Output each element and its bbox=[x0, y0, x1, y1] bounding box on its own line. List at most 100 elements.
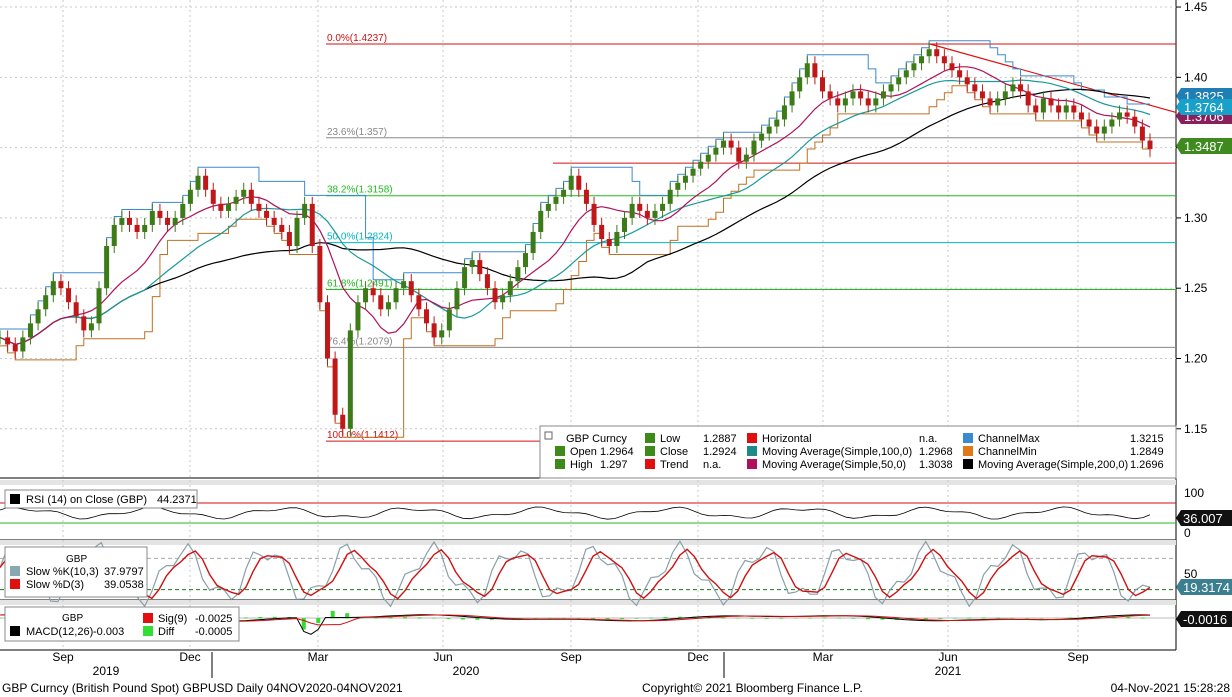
candle-body bbox=[759, 133, 765, 141]
candle-body bbox=[1109, 119, 1115, 127]
candle-body bbox=[203, 175, 209, 190]
price-badge-text: 1.3487 bbox=[1184, 139, 1224, 154]
candle-body bbox=[225, 203, 231, 211]
candle-body bbox=[644, 210, 650, 218]
candle-body bbox=[880, 91, 886, 99]
candle-body bbox=[324, 302, 330, 359]
x-tick-label: Jun bbox=[938, 650, 957, 664]
candle-body bbox=[218, 203, 224, 211]
candle-body bbox=[66, 288, 72, 303]
candle-body bbox=[774, 119, 780, 127]
candle-body bbox=[332, 358, 338, 415]
candle-body bbox=[271, 217, 277, 225]
candle-body bbox=[721, 140, 727, 148]
candle-body bbox=[393, 288, 399, 303]
macd-value: -0.003 bbox=[93, 626, 124, 638]
macd-diff-bar bbox=[923, 618, 928, 620]
legend-checkbox bbox=[544, 431, 553, 440]
legend-label: Trend bbox=[660, 459, 688, 471]
macd-diff-bar bbox=[1097, 616, 1102, 619]
candle-body bbox=[1132, 116, 1138, 127]
candle-body bbox=[865, 98, 871, 106]
macd-diff-bar bbox=[808, 617, 813, 619]
macd-label: MACD(12,26) bbox=[26, 626, 93, 638]
legend-label: High bbox=[570, 459, 593, 471]
candle-body bbox=[1010, 84, 1016, 92]
candle-body bbox=[439, 330, 445, 338]
year-label: 2019 bbox=[93, 664, 120, 678]
candle-body bbox=[660, 203, 666, 211]
macd-diff-bar bbox=[750, 618, 755, 619]
candle-body bbox=[104, 246, 110, 289]
candle-body bbox=[248, 189, 254, 204]
macd-diff-bar bbox=[634, 618, 639, 619]
candle-body bbox=[340, 414, 346, 429]
candle-body bbox=[553, 196, 559, 204]
candle-body bbox=[972, 84, 978, 92]
legend-value: 1.3215 bbox=[1130, 433, 1164, 445]
candle-body bbox=[187, 189, 193, 204]
legend-label: Horizontal bbox=[762, 433, 812, 445]
candle-body bbox=[599, 224, 605, 239]
candle-body bbox=[987, 98, 993, 106]
candle-body bbox=[949, 63, 955, 71]
stoch-k-value: 37.9797 bbox=[104, 566, 144, 578]
x-tick-label: Mar bbox=[813, 650, 834, 664]
candle-body bbox=[667, 189, 673, 204]
legend-value: n.a. bbox=[919, 433, 937, 445]
candle-body bbox=[896, 77, 902, 85]
stoch-badge: 19.3174 bbox=[1183, 580, 1230, 595]
candle-body bbox=[1033, 105, 1039, 113]
candle-body bbox=[576, 175, 582, 190]
panel-separator bbox=[0, 600, 1176, 605]
rsi-badge: 36.007 bbox=[1183, 511, 1223, 526]
candle-body bbox=[515, 267, 521, 282]
legend-value: 1.2924 bbox=[703, 446, 737, 458]
macd-diff-bar bbox=[1039, 618, 1044, 619]
year-label: 2021 bbox=[935, 664, 962, 678]
macd-diff-bar bbox=[677, 616, 682, 619]
macd-diff-bar bbox=[272, 616, 277, 619]
candle-body bbox=[964, 77, 970, 85]
channel-max-line bbox=[0, 40, 1150, 330]
macd-diff-bar bbox=[446, 618, 451, 619]
fib-label: 0.0%(1.4237) bbox=[327, 33, 387, 44]
macd-diff-bar bbox=[721, 617, 726, 619]
legend-label: Moving Average(Simple,50,0) bbox=[762, 459, 906, 471]
legend-swatch bbox=[747, 459, 757, 469]
fib-label: 50.0%(1.2824) bbox=[327, 232, 393, 243]
candle-body bbox=[606, 239, 612, 247]
candle-body bbox=[1040, 98, 1046, 113]
candle-body bbox=[637, 203, 643, 211]
y-tick-label: 1.40 bbox=[1184, 70, 1208, 84]
candle-body bbox=[286, 231, 292, 247]
fibonacci-levels: 0.0%(1.4237) 23.6%(1.357) 38.2%(1.3158) 50.… bbox=[326, 33, 1177, 442]
candle-body bbox=[507, 281, 513, 296]
candle-body bbox=[530, 231, 536, 254]
candle-body bbox=[736, 147, 742, 162]
legend-label: Open bbox=[570, 446, 597, 458]
candle-body bbox=[431, 323, 437, 338]
stoch-k-label: Slow %K(10,3) bbox=[26, 566, 99, 578]
candle-body bbox=[812, 63, 818, 78]
candle-body bbox=[591, 203, 597, 225]
channel-min-line bbox=[0, 85, 1151, 438]
candle-body bbox=[698, 161, 704, 169]
rsi-swatch bbox=[10, 494, 20, 504]
y-tick-label: 1.30 bbox=[1184, 211, 1208, 225]
stoch-legend-frame bbox=[4, 546, 148, 598]
candle-body bbox=[1094, 126, 1100, 134]
candle-body bbox=[27, 323, 33, 338]
macd-diff-bar bbox=[374, 617, 379, 619]
macd-diff-bar bbox=[605, 618, 610, 620]
candle-body bbox=[408, 281, 414, 296]
rsi-line bbox=[0, 506, 1151, 520]
candle-body bbox=[210, 189, 216, 204]
candle-body bbox=[165, 217, 171, 225]
macd-sig-swatch bbox=[143, 613, 153, 623]
candle-body bbox=[827, 91, 833, 99]
macd-badge: -0.0016 bbox=[1183, 612, 1227, 627]
rsi-tick-0: 0 bbox=[1184, 526, 1191, 540]
candle-body bbox=[233, 196, 239, 204]
ma200-line bbox=[0, 88, 1151, 346]
